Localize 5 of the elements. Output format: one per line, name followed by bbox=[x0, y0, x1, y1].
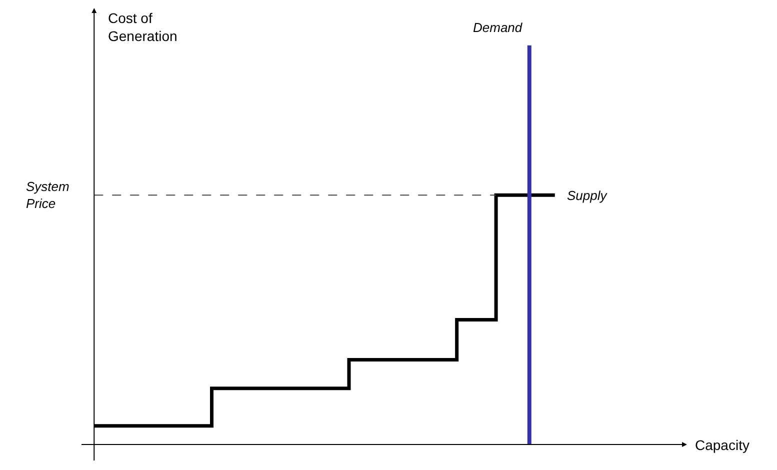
ref-line-label: System Price bbox=[26, 179, 70, 211]
text: Demand bbox=[473, 20, 523, 35]
text: Capacity bbox=[695, 437, 750, 453]
series-label: Supply bbox=[567, 188, 608, 203]
text: Cost of Generation bbox=[108, 10, 178, 44]
